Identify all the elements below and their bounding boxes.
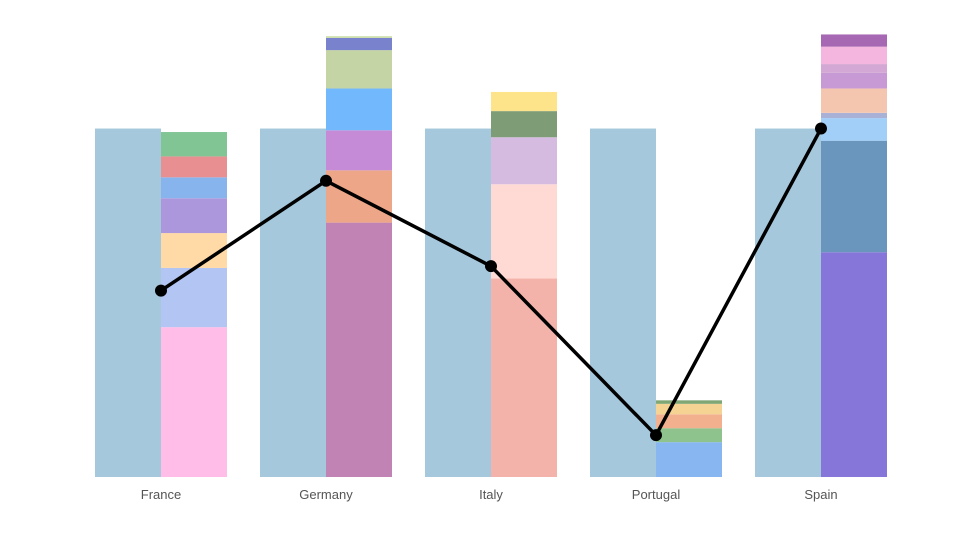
stack-segment-france-4 xyxy=(161,198,227,234)
stack-segment-spain-8 xyxy=(821,46,887,65)
stack-segment-germany-1 xyxy=(326,222,392,477)
reference-bar-germany xyxy=(260,128,326,478)
stack-segment-spain-4 xyxy=(821,112,887,119)
stack-segment-spain-6 xyxy=(821,72,887,89)
stack-segment-italy-1 xyxy=(491,278,557,477)
stack-segment-portugal-4 xyxy=(656,403,722,415)
stack-segment-spain-1 xyxy=(821,252,887,477)
line-point-france[interactable] xyxy=(155,284,167,297)
stack-segment-portugal-1 xyxy=(656,442,722,477)
stack-segment-portugal-3 xyxy=(656,414,722,429)
stack-segment-france-1 xyxy=(161,327,227,477)
stack-segment-spain-5 xyxy=(821,88,887,113)
x-tick-label-spain: Spain xyxy=(804,487,837,502)
x-tick-label-portugal: Portugal xyxy=(632,487,681,502)
reference-bar-portugal xyxy=(590,128,656,478)
stack-segment-italy-4 xyxy=(491,111,557,138)
line-point-spain[interactable] xyxy=(815,122,827,135)
stack-segment-germany-5 xyxy=(326,50,392,89)
stack-segment-portugal-5 xyxy=(656,400,722,404)
line-point-portugal[interactable] xyxy=(650,429,662,442)
x-axis: France Germany Italy Portugal Spain xyxy=(141,487,838,502)
x-tick-label-france: France xyxy=(141,487,181,502)
stack-segment-spain-3 xyxy=(821,118,887,141)
x-tick-label-italy: Italy xyxy=(479,487,503,502)
stack-segment-france-5 xyxy=(161,177,227,199)
stack-segment-germany-6 xyxy=(326,37,392,51)
line-point-germany[interactable] xyxy=(320,174,332,187)
stack-segment-france-6 xyxy=(161,156,227,178)
stack-segment-spain-7 xyxy=(821,64,887,73)
stack-segment-italy-2 xyxy=(491,184,557,279)
reference-bar-italy xyxy=(425,128,491,478)
stack-segment-germany-7 xyxy=(326,36,392,38)
stack-segment-france-2 xyxy=(161,267,227,328)
stack-segment-portugal-2 xyxy=(656,428,722,443)
line-series xyxy=(155,122,827,442)
stack-segment-france-7 xyxy=(161,132,227,157)
reference-bar-france xyxy=(95,128,161,478)
stack-segment-spain-9 xyxy=(821,34,887,47)
stack-segment-spain-2 xyxy=(821,140,887,253)
reference-bar-spain xyxy=(755,128,821,478)
line-point-italy[interactable] xyxy=(485,260,497,273)
stack-segment-france-3 xyxy=(161,233,227,268)
stack-segment-italy-5 xyxy=(491,91,557,112)
stack-segment-italy-3 xyxy=(491,137,557,185)
stack-segment-germany-4 xyxy=(326,88,392,131)
stack-segment-germany-3 xyxy=(326,130,392,171)
x-tick-label-germany: Germany xyxy=(299,487,353,502)
